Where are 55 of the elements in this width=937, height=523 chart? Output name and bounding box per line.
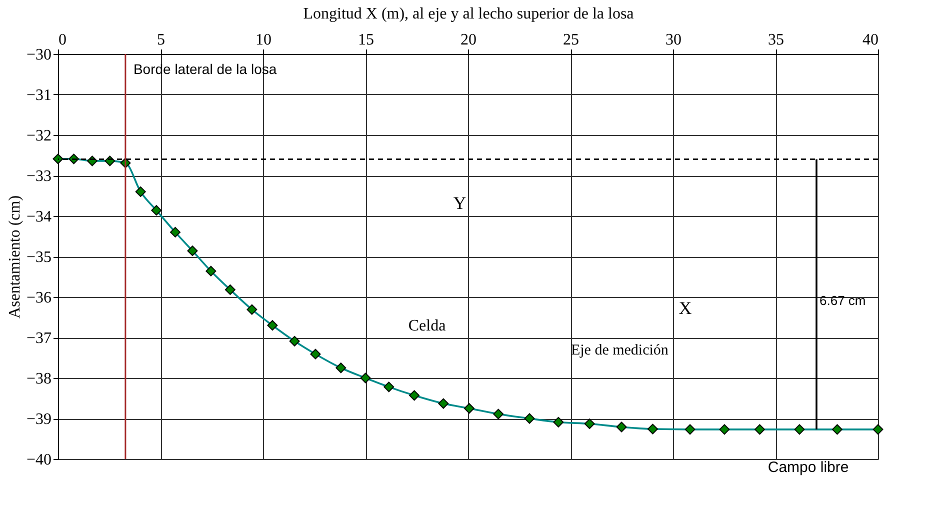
point — [224, 284, 236, 295]
point — [246, 304, 258, 315]
x-tick-label: 30 — [666, 32, 682, 48]
annotation: Celda — [408, 317, 446, 334]
x-axis-title: Longitud X (m), al eje y al lecho superior de la losa — [303, 6, 634, 22]
x-tick-label: 10 — [256, 32, 272, 48]
point — [187, 246, 198, 256]
y-tick-label: −39 — [26, 411, 52, 428]
point — [553, 416, 564, 428]
annotation: X — [678, 298, 692, 318]
point — [584, 418, 595, 430]
point — [493, 408, 504, 420]
point — [409, 390, 420, 401]
point — [206, 266, 216, 276]
y-tick-label: −35 — [26, 249, 52, 266]
point — [267, 320, 278, 331]
x-tick-label: 20 — [460, 32, 476, 48]
x-tick-label: 5 — [157, 32, 165, 48]
point — [384, 382, 394, 392]
x-tick-label: 15 — [358, 32, 374, 48]
x-tick-label: 0 — [58, 32, 66, 48]
annotation: Campo libre — [768, 459, 849, 476]
y-tick-label: −32 — [26, 128, 52, 144]
point — [336, 362, 346, 374]
x-tick-label: 25 — [563, 32, 579, 48]
y-tick-label: −31 — [26, 87, 52, 104]
y-tick-label: −34 — [26, 208, 52, 226]
point — [151, 205, 162, 216]
point — [438, 398, 449, 409]
y-tick-label: −36 — [26, 290, 52, 306]
point — [754, 424, 765, 435]
point — [135, 186, 146, 197]
point — [719, 424, 730, 435]
point — [310, 348, 321, 360]
x-tick-label: 35 — [768, 32, 784, 48]
y-tick-label: −38 — [26, 370, 52, 388]
y-tick-label: −33 — [26, 168, 52, 185]
y-tick-label: −37 — [26, 330, 52, 347]
y-axis-title: Asentamiento (cm) — [6, 195, 24, 319]
point — [170, 226, 181, 238]
point — [464, 403, 474, 414]
point — [52, 154, 64, 164]
point — [872, 424, 884, 435]
annotation: Y — [453, 192, 466, 213]
point — [616, 422, 627, 432]
point — [360, 372, 371, 384]
y-tick-label: −30 — [26, 46, 52, 64]
x-tick-label: 40 — [862, 32, 878, 48]
point — [832, 424, 842, 435]
y-tick-label: −40 — [26, 452, 52, 468]
point — [684, 424, 696, 435]
point — [794, 424, 805, 435]
point — [647, 424, 658, 434]
point — [289, 336, 300, 346]
point — [524, 413, 535, 424]
